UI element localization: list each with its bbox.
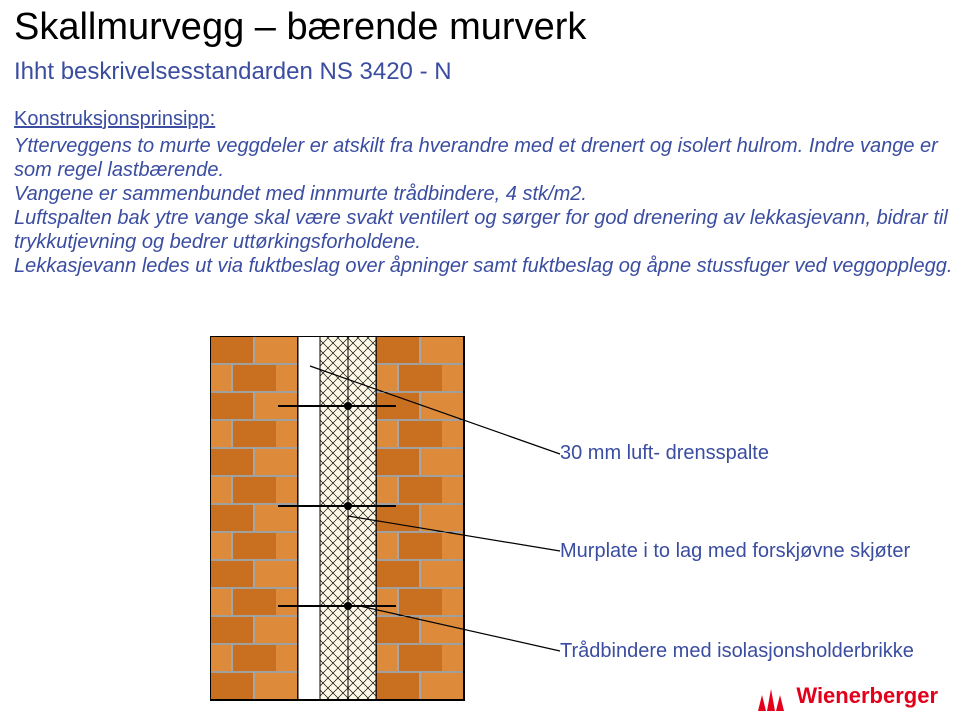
logo-icon xyxy=(754,681,788,711)
subtitle: Ihht beskrivelsesstandarden NS 3420 - N xyxy=(14,58,452,86)
body-text: Ytterveggens to murte veggdeler er atski… xyxy=(14,134,954,278)
callout-murplate: Murplate i to lag med forskjøvne skjøter xyxy=(560,540,910,563)
callout-air-gap: 30 mm luft- drensspalte xyxy=(560,442,769,465)
paragraph: Vangene er sammenbundet med innmurte trå… xyxy=(14,182,954,206)
page-title: Skallmurvegg – bærende murverk xyxy=(14,6,586,49)
brand-logo: Wienerberger xyxy=(754,681,938,711)
paragraph: Luftspalten bak ytre vange skal være sva… xyxy=(14,206,954,254)
paragraph: Lekkasjevann ledes ut via fuktbeslag ove… xyxy=(14,254,954,278)
callout-ties: Trådbindere med isolasjonsholderbrikke xyxy=(560,640,914,663)
logo-text: Wienerberger xyxy=(796,683,938,709)
paragraph: Ytterveggens to murte veggdeler er atski… xyxy=(14,134,954,182)
section-heading: Konstruksjonsprinsipp: xyxy=(14,108,215,131)
